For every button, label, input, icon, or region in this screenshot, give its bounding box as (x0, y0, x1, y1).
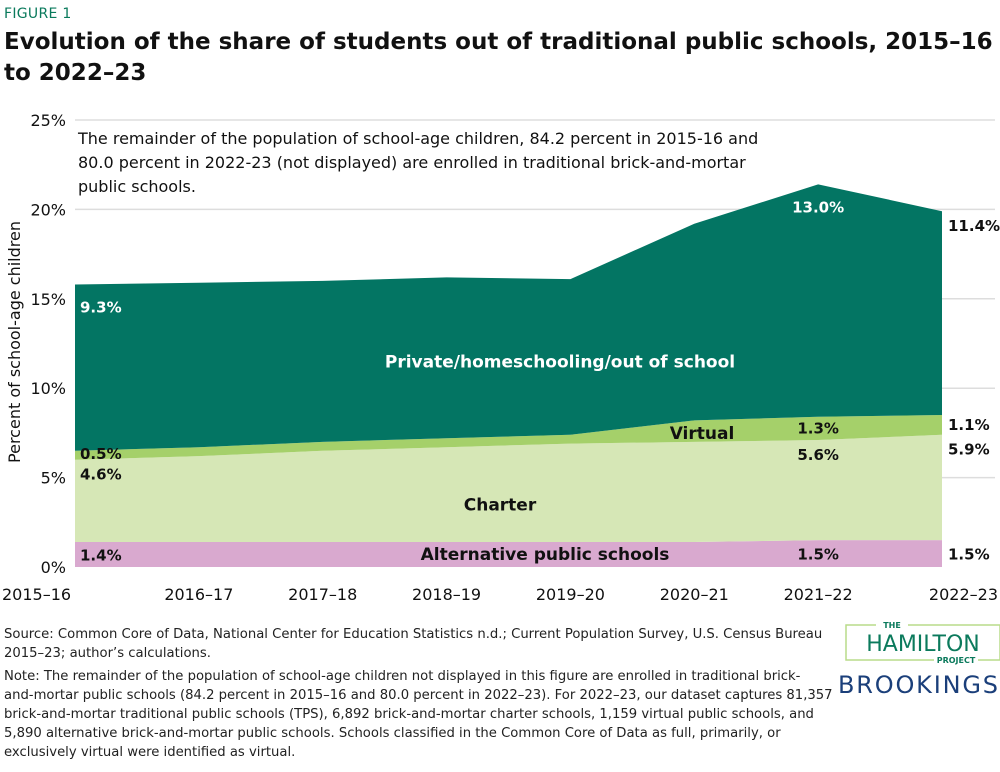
source-note: Source: Common Core of Data, National Ce… (4, 627, 823, 661)
hamilton-project-logo: THE HAMILTON PROJECT (845, 620, 1000, 665)
x-tick-label: 2017–18 (288, 585, 357, 604)
svg-text:THE: THE (883, 621, 901, 630)
y-axis-label: Percent of school-age children (5, 221, 24, 463)
footnote: Note: The remainder of the population of… (4, 669, 833, 760)
y-tick-label: 10% (30, 379, 66, 398)
y-tick-label: 5% (41, 469, 66, 488)
stacked-area-chart: 0%5%10%15%20%25% 2015–16 2016–17 2017–18 20… (2, 111, 1000, 604)
x-tick-label: 2022–23 (929, 585, 998, 604)
chart-annotation: The remainder of the population of schoo… (78, 129, 759, 196)
y-tick-label: 25% (30, 111, 66, 130)
data-label: 9.3% (80, 298, 122, 316)
data-label: 5.6% (797, 446, 839, 464)
x-tick-label: 2019–20 (536, 585, 605, 604)
series-label: Alternative public schools (421, 545, 670, 565)
areas (75, 184, 942, 567)
svg-text:HAMILTON: HAMILTON (866, 632, 980, 657)
x-tick-label: 2015–16 (2, 585, 71, 604)
brookings-logo: BROOKINGS (838, 671, 998, 699)
series-label: Private/homeschooling/out of school (385, 352, 735, 372)
data-label: 1.3% (797, 419, 839, 437)
logos: THE HAMILTON PROJECT BROOKINGS (838, 620, 1000, 699)
x-tick-label: 2018–19 (412, 585, 481, 604)
data-label: 1.5% (948, 546, 990, 564)
y-tick-label: 20% (30, 200, 66, 219)
x-axis-ticks: 2015–16 2016–17 2017–18 2018–19 2019–20 2020–… (2, 585, 998, 604)
x-tick-label: 2016–17 (164, 585, 233, 604)
data-label: 4.6% (80, 466, 122, 484)
figure-label: FIGURE 1 (4, 6, 72, 22)
y-tick-label: 0% (41, 558, 66, 577)
chart-title: Evolution of the share of students out o… (4, 29, 993, 86)
area-private (75, 184, 942, 451)
y-axis-ticks: 0% 5% 10% 15% 20% 25% (30, 111, 66, 577)
area-charter (75, 434, 942, 542)
y-tick-label: 15% (30, 290, 66, 309)
series-labels: Alternative public schools Charter Virtual… (385, 352, 735, 565)
data-label: 11.4% (948, 217, 1000, 235)
data-label: 1.1% (948, 416, 990, 434)
area-alternative-public-schools (75, 540, 942, 567)
data-label: 1.4% (80, 546, 122, 564)
data-label: 13.0% (792, 198, 844, 216)
series-label: Virtual (670, 424, 735, 444)
x-tick-label: 2021–22 (784, 585, 853, 604)
data-label: 1.5% (797, 546, 839, 564)
svg-text:PROJECT: PROJECT (937, 656, 976, 665)
area-virtual (75, 415, 942, 460)
data-label: 0.5% (80, 445, 122, 463)
data-labels: 1.4% 1.5% 1.5% 4.6% 5.6% 5.9% 0.5% 1.3% 1.1% 9.3%… (80, 198, 1000, 564)
x-tick-label: 2020–21 (660, 585, 729, 604)
series-label: Charter (464, 495, 537, 515)
data-label: 5.9% (948, 441, 990, 459)
